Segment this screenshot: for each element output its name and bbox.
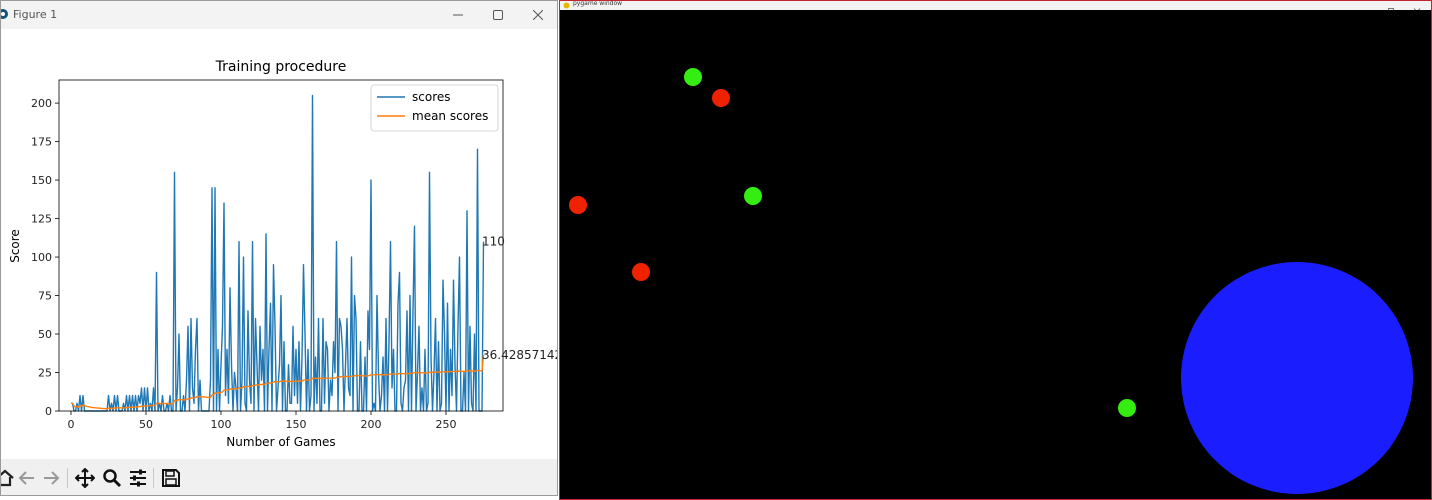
y-tick-label: 200 <box>31 97 52 110</box>
x-tick-label: 150 <box>286 418 307 431</box>
enemy-pellet <box>712 89 730 107</box>
game-canvas[interactable] <box>560 10 1431 499</box>
series-line-scores <box>71 94 485 412</box>
x-tick-label: 100 <box>211 418 232 431</box>
annotations: 110 36.42857142 <box>482 235 558 362</box>
window-title: Figure 1 <box>13 8 58 21</box>
series-layer <box>71 94 485 412</box>
series-line-mean-scores <box>71 354 485 410</box>
matplotlib-titlebar[interactable]: Figure 1 <box>1 1 557 29</box>
y-axis-label: Score <box>8 229 22 263</box>
y-tick-label: 75 <box>38 290 52 303</box>
toolbar-separator <box>153 468 154 488</box>
figure-canvas[interactable]: Training procedure 0 25 50 75 100 125 150 175 20… <box>1 29 558 459</box>
food-pellet <box>744 187 762 205</box>
pygame-maximize-button[interactable] <box>1380 1 1402 14</box>
y-tick-label: 150 <box>31 174 52 187</box>
player-blob <box>1181 262 1413 494</box>
matplotlib-window: Figure 1 Training procedure 0 25 50 75 100 12… <box>0 0 558 496</box>
pan-move-icon <box>75 468 95 488</box>
x-axis-label: Number of Games <box>226 435 335 449</box>
x-tick-label: 50 <box>139 418 153 431</box>
close-button[interactable] <box>518 3 557 27</box>
data-annotation: 36.42857142 <box>482 348 558 362</box>
pygame-close-button[interactable] <box>1406 1 1428 15</box>
pygame-window: pygame window <box>559 0 1432 500</box>
forward-arrow-icon <box>44 471 60 485</box>
y-axis-ticks: 0 25 50 75 100 125 150 175 200 <box>31 97 59 418</box>
configure-subplots-button[interactable] <box>126 466 150 490</box>
data-annotation: 110 <box>482 235 505 249</box>
legend: scores mean scores <box>370 84 499 132</box>
enemy-pellet <box>632 263 650 281</box>
pygame-minimize-button[interactable] <box>1356 1 1378 12</box>
x-tick-label: 0 <box>68 418 75 431</box>
home-button[interactable] <box>1 466 17 490</box>
matplotlib-toolbar <box>1 459 557 495</box>
pan-button[interactable] <box>73 466 97 490</box>
y-tick-label: 175 <box>31 136 52 149</box>
y-tick-label: 25 <box>38 367 52 380</box>
x-tick-label: 250 <box>436 418 457 431</box>
chart-title: Training procedure <box>215 59 347 75</box>
back-arrow-icon <box>18 471 34 485</box>
save-button[interactable] <box>159 466 183 490</box>
minimize-icon <box>453 14 463 16</box>
training-chart: Training procedure 0 25 50 75 100 125 150 175 20… <box>8 59 558 449</box>
plot-frame <box>58 79 504 412</box>
legend-label-mean-scores: mean scores <box>412 109 488 123</box>
y-tick-label: 125 <box>31 213 52 226</box>
save-floppy-icon <box>162 469 180 487</box>
legend-label-scores: scores <box>412 90 451 104</box>
y-tick-label: 0 <box>45 405 52 418</box>
pygame-window-title: pygame window <box>573 0 623 7</box>
enemy-pellet <box>569 196 587 214</box>
zoom-button[interactable] <box>100 466 124 490</box>
x-axis-ticks: 0 50 100 150 200 250 <box>68 411 457 431</box>
minimize-button[interactable] <box>438 3 478 27</box>
home-icon <box>1 469 14 487</box>
matplotlib-app-icon <box>1 9 8 19</box>
sliders-icon <box>130 469 146 487</box>
zoom-magnifier-icon <box>103 469 122 488</box>
y-tick-label: 100 <box>31 251 52 264</box>
maximize-button[interactable] <box>478 3 518 27</box>
food-pellet <box>1118 399 1136 417</box>
maximize-icon <box>493 10 503 20</box>
pygame-titlebar[interactable]: pygame window <box>560 0 1431 15</box>
x-tick-label: 200 <box>361 418 382 431</box>
back-button[interactable] <box>15 466 39 490</box>
close-icon <box>533 10 543 20</box>
y-tick-label: 50 <box>38 328 52 341</box>
pygame-app-icon <box>563 2 570 9</box>
food-pellet <box>684 68 702 86</box>
forward-button[interactable] <box>39 466 63 490</box>
toolbar-separator <box>67 468 68 488</box>
